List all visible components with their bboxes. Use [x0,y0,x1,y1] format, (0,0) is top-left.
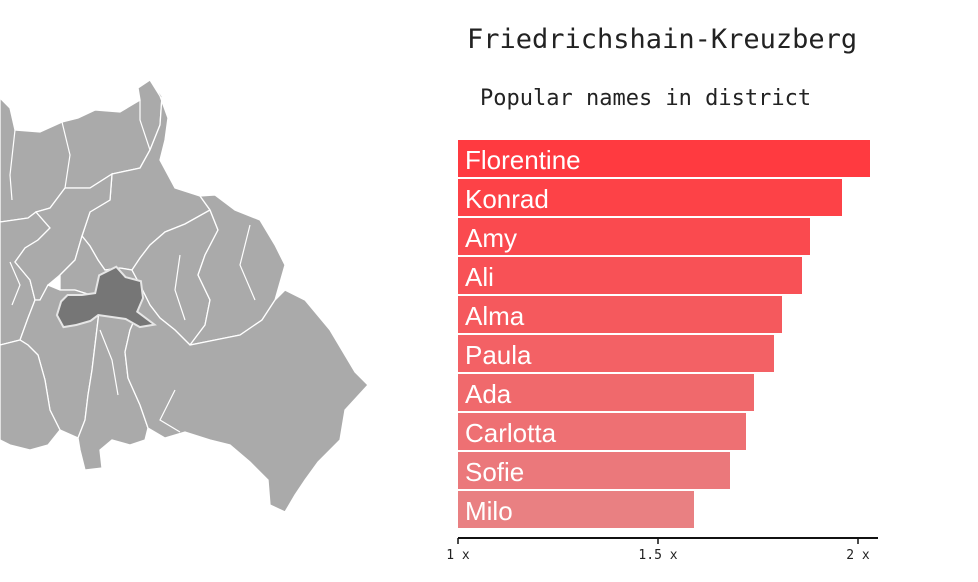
bar-florentine[interactable] [458,140,870,177]
bar-paula[interactable] [458,335,774,372]
bar-label-carlotta: Carlotta [465,418,557,448]
bar-alma[interactable] [458,296,782,333]
bar-sofie[interactable] [458,452,730,489]
names-bar-chart: Florentine Konrad Amy Ali Alma Paula Ada Carlot… [446,140,878,563]
bar-label-milo: Milo [465,496,513,526]
bar-konrad[interactable] [458,179,842,216]
x-axis: 1 x 1.5 x 2 x [446,537,878,563]
bar-label-konrad: Konrad [465,184,549,214]
x-tick-label: 1 x [446,548,470,563]
x-tick-label: 2 x [846,548,870,563]
bar-label-alma: Alma [465,301,525,331]
bar-label-ada: Ada [465,379,512,409]
x-tick-label: 1.5 x [638,548,677,563]
bar-label-amy: Amy [465,223,517,253]
berlin-district-map [0,79,369,513]
district-steglitz-zehlendorf[interactable] [0,339,61,451]
bar-label-florentine: Florentine [465,145,581,175]
chart-subtitle: Popular names in district [480,86,812,111]
bar-ada[interactable] [458,374,754,411]
district-treptow-koepenick[interactable] [124,283,369,513]
bar-carlotta[interactable] [458,413,746,450]
bars-group: Florentine Konrad Amy Ali Alma Paula Ada Carlot… [458,140,870,528]
bar-label-paula: Paula [465,340,532,370]
bar-ali[interactable] [458,257,802,294]
bar-label-sofie: Sofie [465,457,524,487]
page-title: Friedrichshain-Kreuzberg [467,24,858,55]
bar-milo[interactable] [458,491,694,528]
bar-amy[interactable] [458,218,810,255]
bar-label-ali: Ali [465,262,494,292]
district-friedrichshain-kreuzberg[interactable] [55,265,157,329]
